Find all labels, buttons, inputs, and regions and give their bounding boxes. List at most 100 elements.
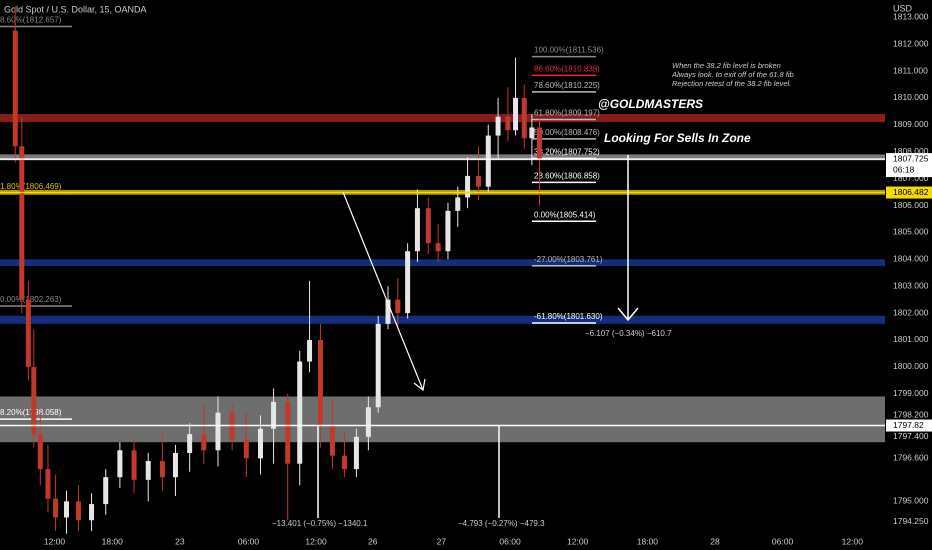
y-tick-label: 1812.000 [893,38,929,48]
measure-label: −13.401 (−0.75%) −1340.1 [272,519,368,528]
x-tick-label: 23 [175,536,185,546]
y-tick-label: 1796.600 [893,453,929,463]
y-tick-label: 1803.000 [893,280,929,290]
y-tick-label: 1810.000 [893,92,929,102]
zone [0,259,885,267]
candle-body [465,175,471,198]
candle-body [215,412,221,451]
fib-label: 0.00%(1805.414) [534,210,596,219]
fib-label: 86.60%(1810.838) [534,64,600,73]
y-tick-label: 1808.000 [893,146,929,156]
fib-label: 8.60%(1812.657) [0,16,62,25]
candle-body [485,135,491,187]
candle-body [172,452,178,478]
zone [0,154,885,161]
candle-body [317,339,323,427]
candle-body [243,439,249,459]
fib-label: 1.80%(1806.469) [0,182,62,191]
candle-body [445,210,451,252]
fib-label: 61.80%(1809.197) [534,109,600,118]
candle-body [435,243,441,252]
candle-body [414,208,420,252]
price-label-bg [886,153,932,178]
trend-arrow [342,191,424,391]
x-tick-label: 12:00 [567,536,589,546]
y-tick-label: 1800.000 [893,361,929,371]
candle-body [201,434,207,451]
price-label-bg [886,419,932,432]
x-tick-label: 06:00 [238,536,260,546]
x-tick-label: 06:00 [772,536,794,546]
fib-label: 100.00%(1811.536) [534,46,604,55]
zone [0,315,885,324]
drawings [317,155,639,518]
candle-body [53,498,59,518]
candle-body [187,434,193,453]
y-tick-label: 1813.000 [893,11,929,21]
candle-body [375,323,381,408]
candle-body [63,501,69,518]
candle-body [117,450,123,478]
candle-body [475,175,481,187]
candle-body [145,461,151,480]
y-tick-label: 1809.000 [893,119,929,129]
candle-body [12,30,18,147]
x-tick-label: 28 [710,536,720,546]
candle-body [75,501,81,521]
candle-body [257,428,263,459]
candle-body [89,504,95,521]
candle-body [385,299,391,324]
arrow-head [413,378,426,392]
x-tick-label: 27 [437,536,447,546]
candle-body [513,97,519,131]
candle-body [271,401,277,429]
measure-label: −4.793 (−0.27%) −479.3 [458,519,545,528]
zone [0,114,885,123]
arrow-head [617,307,639,322]
candle-body [37,434,43,470]
price-label: 1806.482 [893,187,929,197]
x-tick-label: 12:00 [44,536,66,546]
y-tick-label: 1804.000 [893,254,929,264]
candle-body [45,469,51,499]
y-tick-label: 1795.000 [893,496,929,506]
y-tick-label: 1805.000 [893,227,929,237]
candle-body [395,299,401,314]
candle-body [521,97,527,139]
candle-body [365,407,371,437]
candle-body [159,461,165,478]
x-tick-label: 12:00 [842,536,864,546]
price-label: 1797.82 [893,420,924,430]
chart-title: Gold Spot / U.S. Dollar, 15, OANDA [4,4,147,14]
fib-label: 50.00%(1808.476) [534,128,600,137]
candle-body [297,361,303,464]
candle-body [455,197,461,211]
y-tick-label: 1807.000 [893,173,929,183]
brand: @GOLDMASTERS [598,97,703,111]
x-tick-label: 12:00 [305,536,327,546]
price-label: 1807.725 [893,153,929,163]
y-tick-label: 1806.000 [893,200,929,210]
candle-body [31,366,37,435]
y-tick-label: 1797.400 [893,431,929,441]
candle-body [19,146,25,300]
measure-label: −6.107 (−0.34%) −610.7 [585,329,672,338]
candle-body [405,251,411,314]
currency: USD [893,3,913,13]
fib-label: 23.60%(1806.858) [534,172,600,181]
note-line: Always look. to exit off of the 61.8 fib [671,70,794,79]
candle-body [341,455,347,470]
x-tick-label: 26 [368,536,378,546]
candle-body [103,477,109,505]
y-tick-label: 1802.000 [893,307,929,317]
note-line: Rejection retest of the 38.2 fib level. [672,79,791,88]
fib-label: 8.20%(1798.058) [0,408,62,417]
candle-body [131,450,137,480]
candle-body [537,127,543,160]
fib-label: -61.80%(1801.630) [534,312,603,321]
candle-body [529,127,535,139]
fib-label: -27.00%(1803.761) [534,255,603,264]
fib-label: 38.20%(1807.752) [534,147,600,156]
x-tick-label: 18:00 [637,536,659,546]
y-tick-label: 1794.250 [893,516,929,526]
